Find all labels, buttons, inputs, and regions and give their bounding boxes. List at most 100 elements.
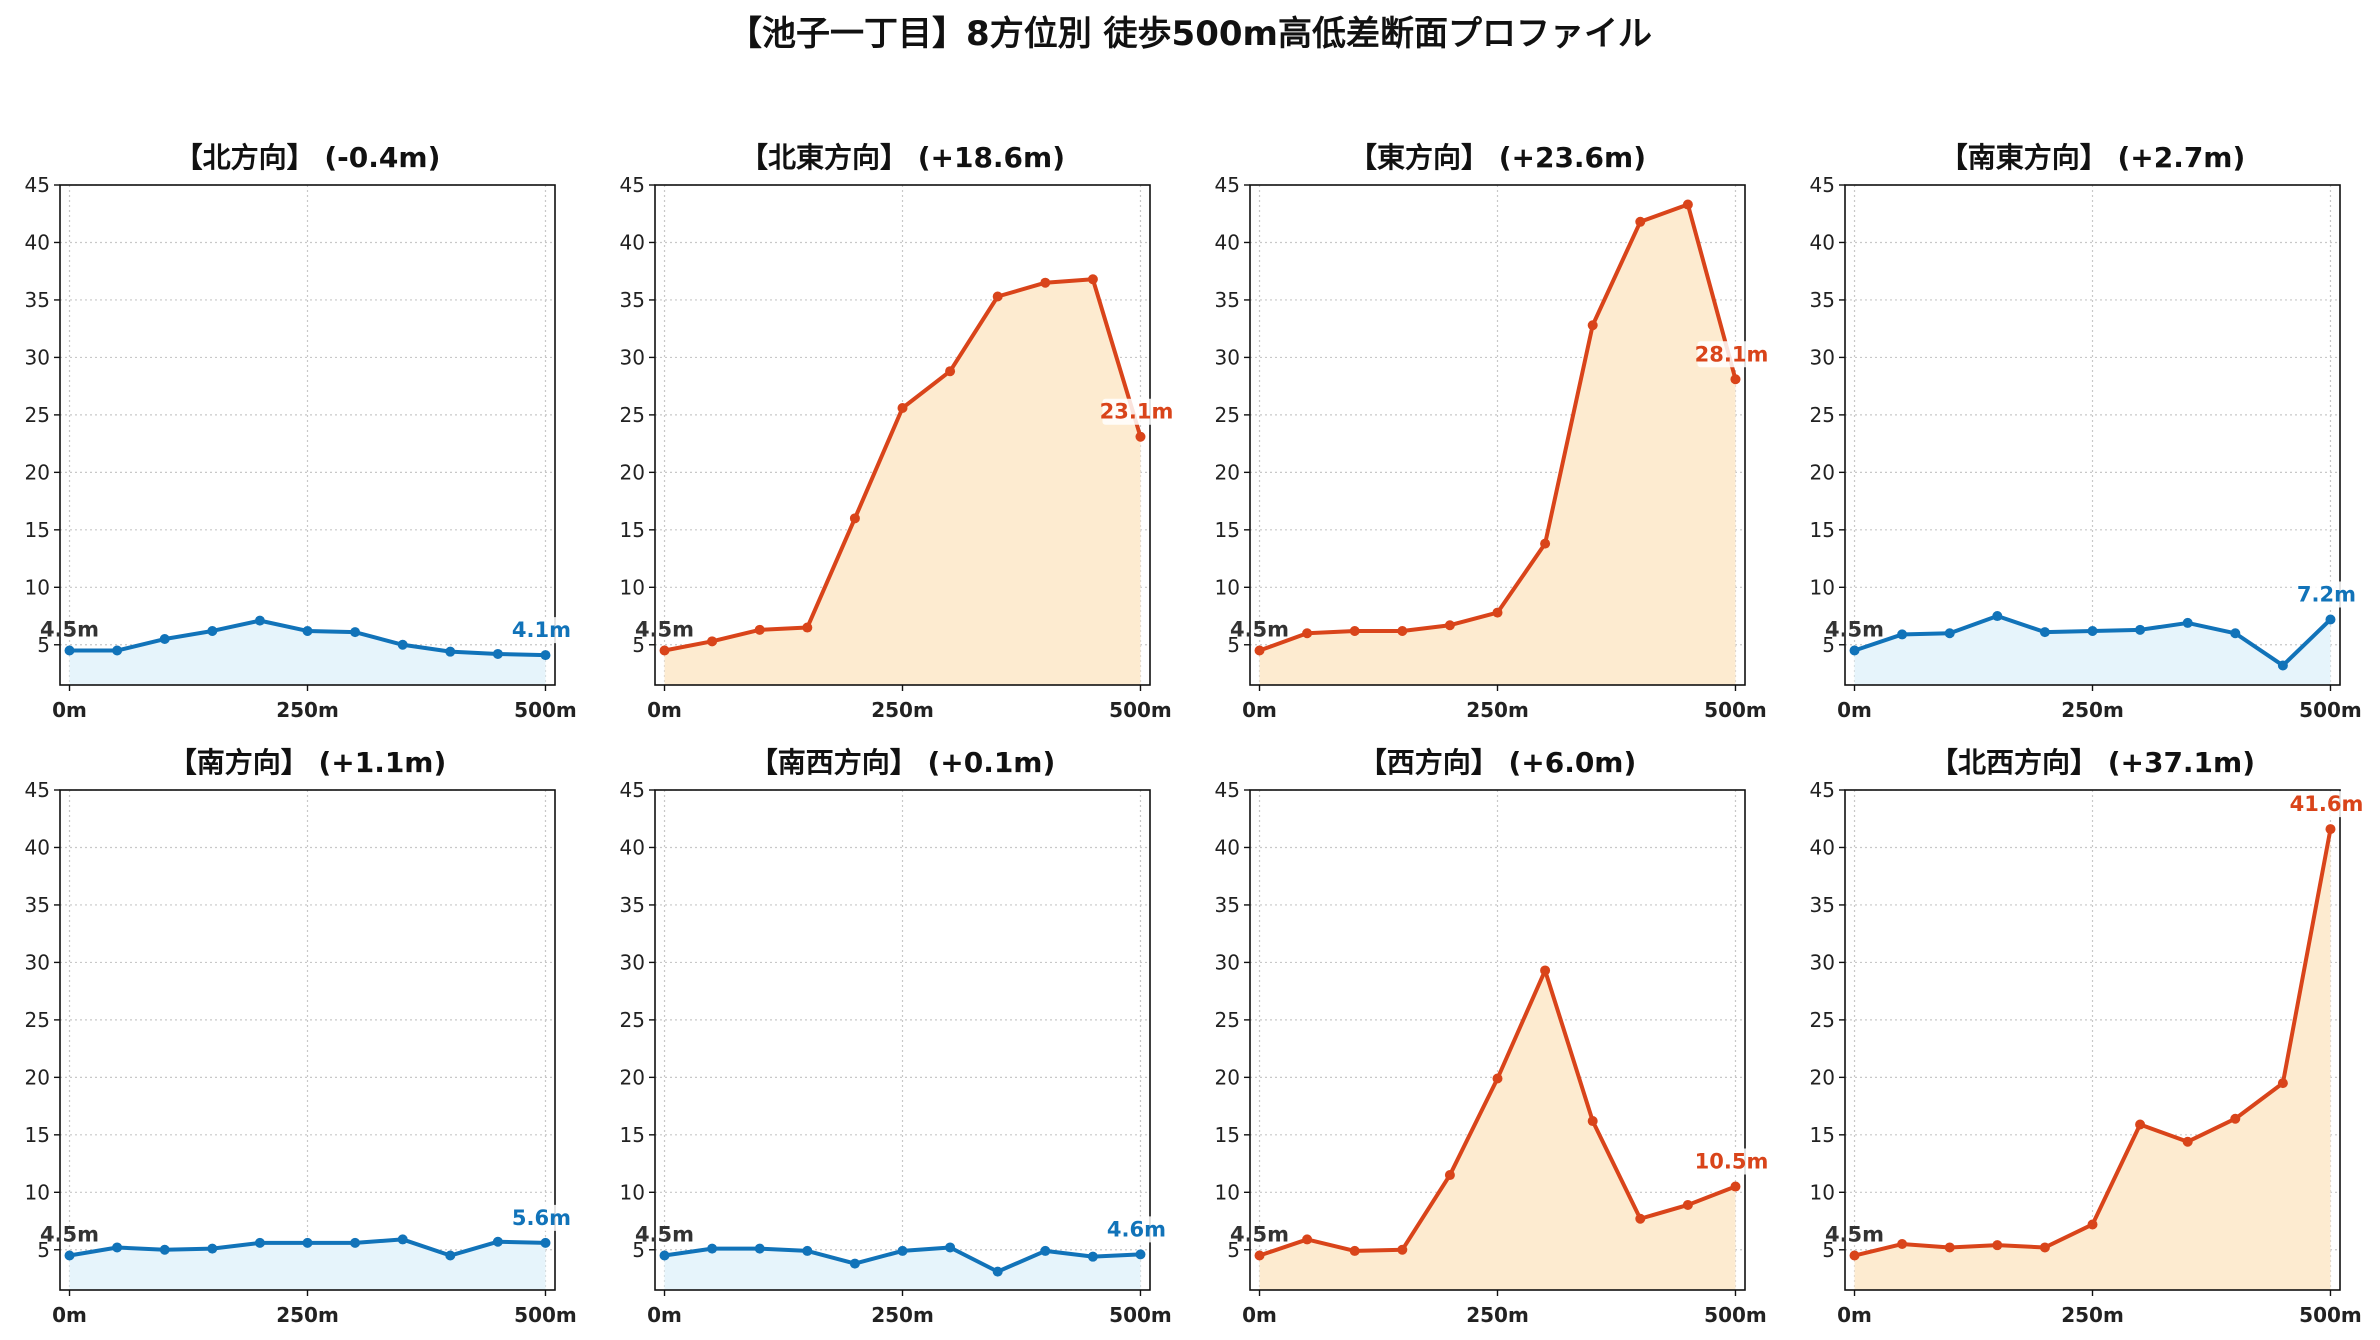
data-point <box>945 366 956 377</box>
data-point <box>159 634 170 645</box>
data-point <box>1849 645 1860 656</box>
start-value-label: 4.5m <box>1230 1223 1289 1247</box>
data-point <box>397 639 408 650</box>
data-point <box>1135 1249 1146 1260</box>
subplot-title: 【南方向】 (+1.1m) <box>169 746 447 779</box>
y-tick-label: 40 <box>620 230 645 254</box>
subplot-6: 【南西方向】 (+0.1m) 5 10 15 20 25 30 35 40 45 0m 250m 500… <box>620 746 1172 1327</box>
data-point <box>1040 277 1051 288</box>
y-tick-label: 5 <box>1227 1238 1240 1262</box>
end-label-bg <box>1102 1216 1171 1243</box>
data-point <box>1944 1242 1955 1253</box>
subplot-title: 【北東方向】 (+18.6m) <box>740 141 1065 174</box>
end-label-bg <box>1102 398 1171 425</box>
data-point <box>802 1245 813 1256</box>
subplot-title: 【東方向】 (+23.6m) <box>1349 141 1646 174</box>
y-tick-label: 45 <box>1215 778 1240 802</box>
data-point <box>350 1237 361 1248</box>
y-tick-label: 10 <box>1810 1180 1835 1204</box>
data-point <box>1587 320 1598 331</box>
y-tick-label: 25 <box>620 403 645 427</box>
end-value-label: 41.6m <box>2290 792 2364 816</box>
y-tick-label: 35 <box>1215 288 1240 312</box>
y-tick-label: 30 <box>620 345 645 369</box>
x-tick-label: 250m <box>276 1303 339 1327</box>
subplot-title: 【北方向】 (-0.4m) <box>175 141 441 174</box>
x-tick-label: 0m <box>52 698 87 722</box>
data-point <box>112 645 123 656</box>
y-tick-label: 35 <box>1215 893 1240 917</box>
data-point <box>1397 1244 1408 1255</box>
data-point <box>1492 607 1503 618</box>
y-tick-label: 5 <box>1822 633 1835 657</box>
y-tick-label: 40 <box>620 835 645 859</box>
start-value-label: 4.5m <box>1825 618 1884 642</box>
y-tick-label: 15 <box>1215 1123 1240 1147</box>
data-point <box>2230 1113 2241 1124</box>
area-fill <box>664 279 1141 685</box>
y-tick-label: 5 <box>1227 633 1240 657</box>
y-tick-label: 25 <box>1810 403 1835 427</box>
subplot-4: 【南東方向】 (+2.7m) 5 10 15 20 25 30 35 40 45 0m 250m 500… <box>1810 141 2362 722</box>
subplot-title: 【北西方向】 (+37.1m) <box>1930 746 2255 779</box>
x-tick-label: 0m <box>647 698 682 722</box>
data-point <box>1540 538 1551 549</box>
area-fill <box>1854 616 2331 685</box>
data-point <box>445 646 456 657</box>
data-point <box>1897 1239 1908 1250</box>
y-tick-label: 40 <box>1215 835 1240 859</box>
y-tick-label: 25 <box>1810 1008 1835 1032</box>
data-point <box>2325 614 2336 625</box>
y-tick-label: 45 <box>620 173 645 197</box>
data-point <box>2087 1219 2098 1230</box>
y-tick-label: 40 <box>25 835 50 859</box>
start-value-label: 4.5m <box>1825 1223 1884 1247</box>
data-point <box>754 1243 765 1254</box>
data-point <box>897 1245 908 1256</box>
y-tick-label: 40 <box>1215 230 1240 254</box>
data-point <box>945 1242 956 1253</box>
end-value-label: 5.6m <box>512 1206 571 1230</box>
subplot-7: 【西方向】 (+6.0m) 5 10 15 20 25 30 35 40 45 0m 250m 500m… <box>1215 746 1769 1327</box>
subplot-2: 【北東方向】 (+18.6m) 5 10 15 20 25 30 35 40 45 0m 250m 50… <box>620 141 1174 722</box>
data-point <box>2039 1242 2050 1253</box>
data-point <box>1492 1073 1503 1084</box>
area-fill <box>1259 970 1736 1290</box>
x-tick-label: 0m <box>647 1303 682 1327</box>
y-tick-label: 35 <box>620 288 645 312</box>
subplot-title: 【南西方向】 (+0.1m) <box>750 746 1056 779</box>
x-tick-label: 500m <box>1109 698 1172 722</box>
y-tick-label: 10 <box>620 575 645 599</box>
y-tick-label: 30 <box>1215 950 1240 974</box>
end-value-label: 4.1m <box>512 618 571 642</box>
y-tick-label: 40 <box>1810 230 1835 254</box>
y-tick-label: 25 <box>1215 403 1240 427</box>
y-tick-label: 25 <box>25 403 50 427</box>
data-point <box>445 1250 456 1261</box>
end-label-bg <box>2292 581 2361 608</box>
data-point <box>1682 199 1693 210</box>
y-tick-label: 20 <box>1810 1065 1835 1089</box>
data-point <box>802 622 813 633</box>
y-tick-label: 25 <box>620 1008 645 1032</box>
x-tick-label: 250m <box>276 698 339 722</box>
data-point <box>254 615 265 626</box>
y-tick-label: 40 <box>1810 835 1835 859</box>
area-fill <box>1259 204 1736 686</box>
end-label-bg <box>2292 791 2361 818</box>
data-point <box>1944 628 1955 639</box>
y-tick-label: 30 <box>1215 345 1240 369</box>
y-tick-label: 25 <box>25 1008 50 1032</box>
y-tick-label: 5 <box>632 633 645 657</box>
data-point <box>1730 374 1741 385</box>
y-tick-label: 10 <box>1810 575 1835 599</box>
y-tick-label: 5 <box>37 1238 50 1262</box>
y-tick-label: 5 <box>632 1238 645 1262</box>
data-point <box>849 1258 860 1269</box>
data-point <box>1040 1245 1051 1256</box>
y-tick-label: 45 <box>25 173 50 197</box>
data-point <box>707 636 718 647</box>
data-point <box>659 1250 670 1261</box>
y-tick-label: 30 <box>1810 950 1835 974</box>
start-value-label: 4.5m <box>40 1223 99 1247</box>
